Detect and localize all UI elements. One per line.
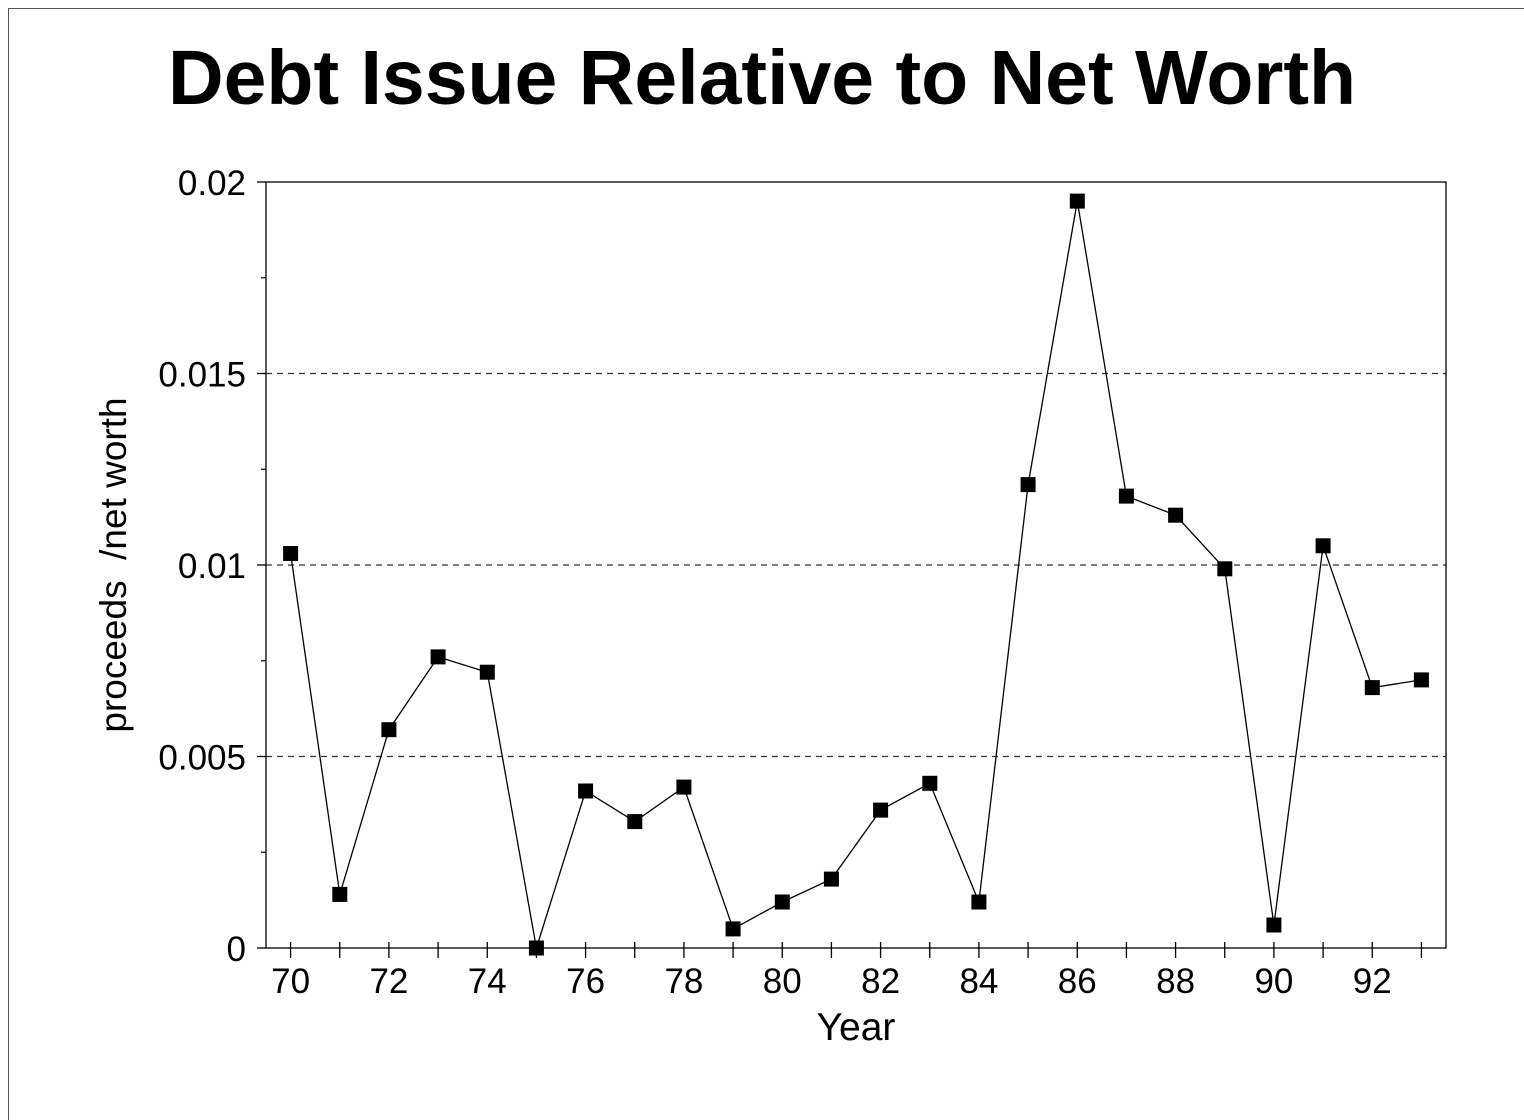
chart-title: Debt Issue Relative to Net Worth bbox=[167, 35, 1356, 121]
y-tick-labels: 0 0.005 0.01 0.015 0.02 bbox=[158, 164, 246, 969]
data-markers bbox=[283, 193, 1429, 956]
data-point-marker bbox=[1069, 193, 1085, 209]
data-point-marker bbox=[922, 775, 938, 791]
x-tick-label: 78 bbox=[664, 962, 703, 1001]
data-point-marker bbox=[1413, 672, 1429, 688]
data-point-marker bbox=[1217, 561, 1233, 577]
y-tick-label: 0.01 bbox=[178, 547, 246, 586]
data-point-marker bbox=[971, 894, 987, 910]
data-point-marker bbox=[627, 814, 643, 830]
x-tick-label: 82 bbox=[861, 962, 900, 1001]
data-point-marker bbox=[430, 649, 446, 665]
data-point-marker bbox=[1168, 507, 1184, 523]
data-point-marker bbox=[1315, 538, 1331, 554]
data-point-marker bbox=[528, 940, 544, 956]
data-point-marker bbox=[283, 546, 299, 561]
page-frame bbox=[8, 8, 1524, 1120]
y-axis-label: proceeds /net worth bbox=[93, 397, 134, 732]
x-tick-label: 74 bbox=[468, 962, 507, 1001]
x-tick-label: 90 bbox=[1254, 962, 1293, 1001]
x-tick-label: 84 bbox=[959, 962, 998, 1001]
x-tick-labels: 70 72 74 76 78 80 82 84 86 88 90 92 bbox=[271, 962, 1392, 1001]
data-point-marker bbox=[676, 779, 692, 795]
data-point-marker bbox=[823, 871, 839, 887]
data-point-marker bbox=[774, 894, 790, 910]
data-point-marker bbox=[479, 664, 495, 680]
gridlines bbox=[266, 372, 1446, 758]
x-tick-label: 76 bbox=[566, 962, 605, 1001]
x-axis-label: Year bbox=[817, 1006, 896, 1049]
x-tick-label: 70 bbox=[271, 962, 310, 1001]
data-point-marker bbox=[1020, 477, 1036, 493]
x-tick-label: 88 bbox=[1156, 962, 1195, 1001]
axis-ticks bbox=[257, 181, 1423, 958]
x-tick-label: 92 bbox=[1353, 962, 1392, 1001]
x-tick-label: 80 bbox=[763, 962, 802, 1001]
data-point-marker bbox=[1266, 917, 1282, 933]
x-tick-label: 72 bbox=[369, 962, 408, 1001]
y-tick-label: 0 bbox=[227, 930, 246, 969]
data-point-marker bbox=[873, 802, 889, 818]
data-point-marker bbox=[332, 886, 348, 902]
x-tick-label: 86 bbox=[1058, 962, 1097, 1001]
y-tick-label: 0.005 bbox=[158, 739, 246, 778]
data-point-marker bbox=[725, 921, 741, 937]
data-point-marker bbox=[1118, 488, 1134, 504]
data-point-marker bbox=[1364, 680, 1380, 696]
y-tick-label: 0.015 bbox=[158, 356, 246, 395]
y-tick-label: 0.02 bbox=[178, 164, 246, 203]
data-point-marker bbox=[381, 722, 397, 738]
data-point-marker bbox=[578, 783, 594, 799]
series-line bbox=[289, 200, 1422, 949]
